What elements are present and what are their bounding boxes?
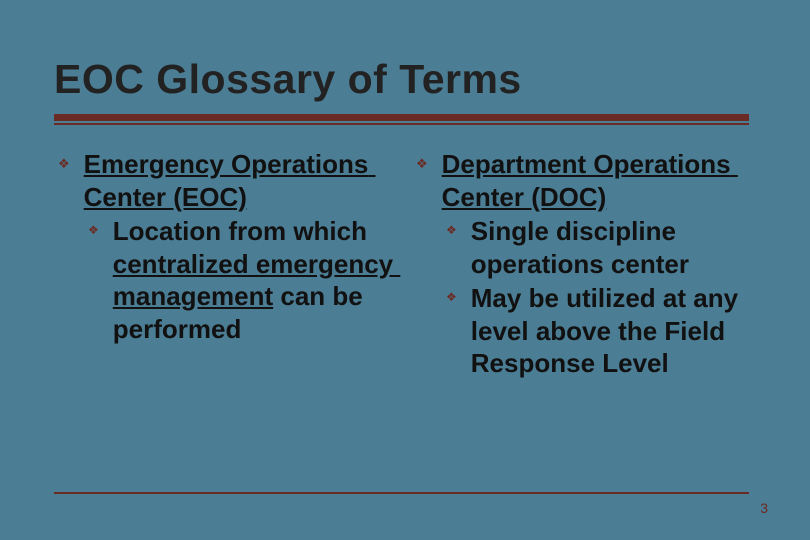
- sub-text: Single discipline operations center: [471, 215, 756, 280]
- sub-text: Location from which centralized emergenc…: [113, 215, 398, 345]
- sub-list: ❖ Location from which centralized emergen…: [58, 215, 398, 345]
- left-column: ❖ Emergency Operations Center (EOC) ❖ Loc…: [58, 148, 398, 382]
- term-row: ❖ Emergency Operations Center (EOC): [58, 148, 398, 213]
- right-column: ❖ Department Operations Center (DOC) ❖ Si…: [416, 148, 756, 382]
- page-number: 3: [760, 500, 768, 516]
- term-text: Emergency Operations Center (EOC): [84, 148, 398, 213]
- diamond-bullet-icon: ❖: [446, 224, 457, 236]
- plain-text: Location from which: [113, 216, 374, 246]
- bottom-rule: [54, 492, 749, 494]
- term-row: ❖ Department Operations Center (DOC): [416, 148, 756, 213]
- sub-row: ❖ May be utilized at any level above the …: [416, 282, 756, 380]
- term-text: Department Operations Center (DOC): [442, 148, 756, 213]
- slide: EOC Glossary of Terms ❖ Emergency Operat…: [0, 0, 810, 540]
- diamond-bullet-icon: ❖: [416, 157, 428, 170]
- plain-text: Single discipline operations center: [471, 216, 689, 279]
- columns: ❖ Emergency Operations Center (EOC) ❖ Loc…: [58, 148, 758, 382]
- underlined-text: Emergency Operations Center (EOC): [84, 149, 376, 212]
- sub-list: ❖ Single discipline operations center ❖ May…: [416, 215, 756, 380]
- sub-text: May be utilized at any level above the F…: [471, 282, 756, 380]
- diamond-bullet-icon: ❖: [446, 291, 457, 303]
- sub-row: ❖ Single discipline operations center: [416, 215, 756, 280]
- underlined-text: Department Operations Center (DOC): [442, 149, 738, 212]
- sub-row: ❖ Location from which centralized emergen…: [58, 215, 398, 345]
- diamond-bullet-icon: ❖: [88, 224, 99, 236]
- rule-thin: [54, 123, 749, 125]
- plain-text: May be utilized at any level above the F…: [471, 283, 746, 378]
- diamond-bullet-icon: ❖: [58, 157, 70, 170]
- title-rule: [54, 114, 749, 125]
- rule-thick: [54, 114, 749, 121]
- title-block: EOC Glossary of Terms: [54, 56, 522, 103]
- slide-title: EOC Glossary of Terms: [54, 56, 522, 103]
